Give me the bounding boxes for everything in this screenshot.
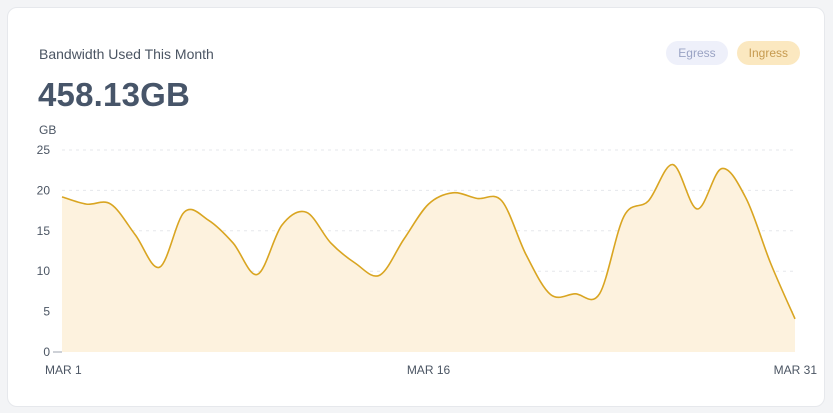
ingress-point[interactable] (59, 194, 65, 200)
x-tick-label: MAR 16 (407, 363, 451, 377)
ingress-point[interactable] (352, 260, 358, 266)
ingress-area (62, 164, 795, 352)
ingress-point[interactable] (328, 240, 334, 246)
ingress-point[interactable] (694, 206, 700, 212)
ingress-point[interactable] (303, 209, 309, 215)
ingress-point[interactable] (523, 252, 529, 258)
ingress-point[interactable] (83, 201, 89, 207)
ingress-line (61, 163, 796, 320)
ingress-point[interactable] (645, 198, 651, 204)
ingress-point[interactable] (499, 198, 505, 204)
x-tick-label: MAR 1 (45, 363, 82, 377)
card-title: Bandwidth Used This Month (39, 46, 214, 62)
ingress-point[interactable] (670, 162, 676, 168)
ingress-point[interactable] (254, 271, 260, 277)
y-axis-label: GB (39, 123, 56, 137)
ingress-toggle[interactable]: Ingress (736, 41, 800, 65)
ingress-point[interactable] (597, 291, 603, 297)
ingress-point[interactable] (572, 291, 578, 297)
ingress-point[interactable] (768, 260, 774, 266)
ingress-point[interactable] (621, 213, 627, 219)
ingress-point[interactable] (279, 222, 285, 228)
ingress-point[interactable] (181, 209, 187, 215)
ingress-point[interactable] (474, 195, 480, 201)
y-tick-label: 5 (43, 305, 50, 319)
series-legend: Egress Ingress (666, 41, 800, 65)
ingress-point[interactable] (230, 240, 236, 246)
ingress-point[interactable] (377, 272, 383, 278)
ingress-point[interactable] (157, 264, 163, 270)
y-tick-label: 20 (37, 183, 51, 197)
egress-toggle[interactable]: Egress (666, 41, 728, 65)
ingress-point[interactable] (719, 166, 725, 172)
y-tick-label: 0 (43, 345, 50, 359)
ingress-point[interactable] (450, 190, 456, 196)
x-tick-label: MAR 31 (774, 363, 818, 377)
y-ticks: 0 5 10 15 20 25 (37, 143, 51, 359)
ingress-point[interactable] (792, 316, 798, 322)
y-tick-label: 25 (37, 143, 51, 157)
ingress-point[interactable] (743, 195, 749, 201)
ingress-point[interactable] (206, 217, 212, 223)
ingress-point[interactable] (426, 201, 432, 207)
y-tick-label: 10 (37, 264, 51, 278)
y-tick-label: 15 (37, 224, 51, 238)
ingress-point[interactable] (132, 232, 138, 238)
bandwidth-total: 458.13GB (38, 76, 191, 113)
ingress-point[interactable] (548, 292, 554, 298)
x-ticks: MAR 1 MAR 16 MAR 31 (45, 363, 817, 377)
ingress-point[interactable] (401, 236, 407, 242)
ingress-point[interactable] (108, 201, 114, 207)
